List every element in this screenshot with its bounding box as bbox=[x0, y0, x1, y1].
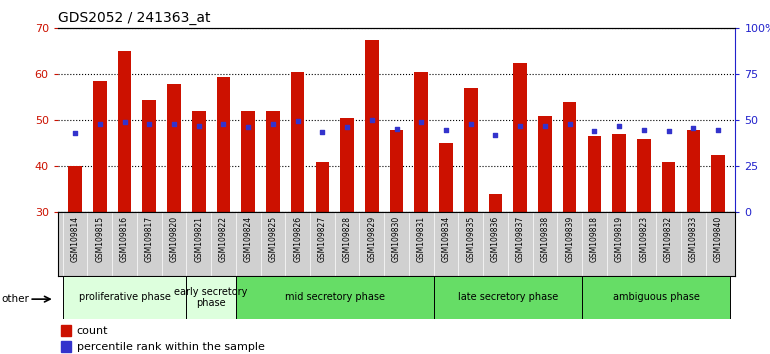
Bar bbox=[266, 111, 280, 212]
Text: GSM109827: GSM109827 bbox=[318, 216, 326, 262]
Bar bbox=[489, 194, 502, 212]
Bar bbox=[390, 130, 403, 212]
Text: GSM109826: GSM109826 bbox=[293, 216, 302, 262]
Text: GSM109836: GSM109836 bbox=[491, 216, 500, 262]
Text: GSM109821: GSM109821 bbox=[194, 216, 203, 262]
Text: GSM109840: GSM109840 bbox=[714, 216, 722, 262]
Text: GSM109838: GSM109838 bbox=[541, 216, 550, 262]
Point bbox=[390, 126, 403, 131]
Text: other: other bbox=[2, 294, 29, 304]
Point bbox=[588, 129, 601, 134]
Text: percentile rank within the sample: percentile rank within the sample bbox=[77, 342, 265, 352]
Bar bbox=[69, 166, 82, 212]
Text: GSM109828: GSM109828 bbox=[343, 216, 352, 262]
Point bbox=[415, 119, 427, 125]
Point bbox=[514, 123, 527, 129]
Text: GSM109815: GSM109815 bbox=[95, 216, 104, 262]
Point bbox=[168, 121, 180, 127]
Point bbox=[94, 121, 106, 127]
Text: GSM109837: GSM109837 bbox=[516, 216, 524, 262]
Point bbox=[638, 127, 650, 132]
Bar bbox=[711, 155, 725, 212]
FancyBboxPatch shape bbox=[434, 276, 582, 319]
Text: GSM109834: GSM109834 bbox=[441, 216, 450, 262]
Text: GSM109819: GSM109819 bbox=[614, 216, 624, 262]
Text: GSM109833: GSM109833 bbox=[689, 216, 698, 262]
Point bbox=[69, 130, 81, 136]
Point bbox=[192, 123, 205, 129]
Point bbox=[341, 124, 353, 130]
Bar bbox=[142, 100, 156, 212]
Text: GSM109832: GSM109832 bbox=[664, 216, 673, 262]
Bar bbox=[340, 118, 354, 212]
Text: early secretory
phase: early secretory phase bbox=[174, 286, 248, 308]
Bar bbox=[514, 63, 527, 212]
Bar bbox=[167, 84, 181, 212]
Bar bbox=[637, 139, 651, 212]
Text: GSM109830: GSM109830 bbox=[392, 216, 401, 262]
Text: GSM109839: GSM109839 bbox=[565, 216, 574, 262]
Text: GSM109816: GSM109816 bbox=[120, 216, 129, 262]
Bar bbox=[118, 51, 132, 212]
Bar bbox=[563, 102, 577, 212]
Point bbox=[440, 127, 452, 132]
Text: ambiguous phase: ambiguous phase bbox=[613, 292, 700, 302]
Bar bbox=[365, 40, 379, 212]
Point bbox=[613, 123, 625, 129]
Bar bbox=[588, 137, 601, 212]
FancyBboxPatch shape bbox=[582, 276, 731, 319]
Text: proliferative phase: proliferative phase bbox=[79, 292, 170, 302]
Point bbox=[712, 127, 725, 132]
Point bbox=[464, 121, 477, 127]
Bar bbox=[61, 341, 72, 353]
Bar bbox=[414, 72, 428, 212]
Point bbox=[292, 119, 304, 124]
Point bbox=[366, 118, 378, 123]
Text: mid secretory phase: mid secretory phase bbox=[285, 292, 385, 302]
Point bbox=[242, 124, 254, 130]
Bar bbox=[216, 77, 230, 212]
Text: GSM109824: GSM109824 bbox=[243, 216, 253, 262]
FancyBboxPatch shape bbox=[236, 276, 434, 319]
Point bbox=[539, 123, 551, 129]
Text: GSM109822: GSM109822 bbox=[219, 216, 228, 262]
Bar bbox=[687, 130, 700, 212]
Text: GSM109835: GSM109835 bbox=[467, 216, 475, 262]
Point bbox=[489, 132, 501, 138]
Text: GSM109820: GSM109820 bbox=[169, 216, 179, 262]
Text: GSM109817: GSM109817 bbox=[145, 216, 154, 262]
Text: GSM109814: GSM109814 bbox=[71, 216, 79, 262]
Point bbox=[266, 121, 279, 127]
Text: GDS2052 / 241363_at: GDS2052 / 241363_at bbox=[58, 11, 210, 25]
Point bbox=[217, 121, 229, 127]
Bar bbox=[93, 81, 106, 212]
Point bbox=[119, 119, 131, 125]
Text: GSM109829: GSM109829 bbox=[367, 216, 377, 262]
Bar bbox=[192, 111, 206, 212]
Bar bbox=[241, 111, 255, 212]
Text: late secretory phase: late secretory phase bbox=[457, 292, 558, 302]
Bar bbox=[464, 88, 477, 212]
Point bbox=[316, 130, 329, 135]
FancyBboxPatch shape bbox=[62, 276, 186, 319]
Point bbox=[687, 125, 699, 131]
Bar bbox=[61, 325, 72, 336]
Bar bbox=[538, 116, 552, 212]
FancyBboxPatch shape bbox=[186, 276, 236, 319]
Text: GSM109818: GSM109818 bbox=[590, 216, 599, 262]
Bar bbox=[316, 162, 329, 212]
Text: GSM109831: GSM109831 bbox=[417, 216, 426, 262]
Point bbox=[662, 129, 675, 134]
Text: GSM109823: GSM109823 bbox=[639, 216, 648, 262]
Bar bbox=[439, 143, 453, 212]
Bar bbox=[661, 162, 675, 212]
Point bbox=[564, 121, 576, 127]
Point bbox=[143, 121, 156, 127]
Text: GSM109825: GSM109825 bbox=[269, 216, 277, 262]
Bar bbox=[291, 72, 304, 212]
Text: count: count bbox=[77, 326, 109, 336]
Bar bbox=[612, 134, 626, 212]
